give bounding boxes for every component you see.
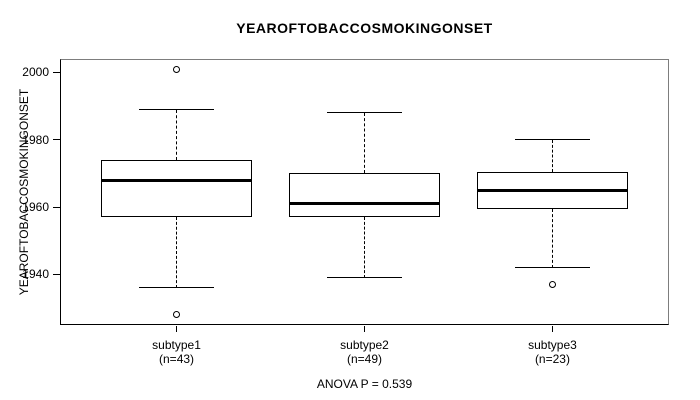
group-label-block: subtype1 (n=43) — [107, 338, 247, 366]
median-line — [289, 202, 440, 206]
y-axis-label: YEAROFTOBACCOSMOKINGONSET — [17, 88, 31, 296]
upper-whisker-cap — [138, 109, 215, 110]
upper-whisker-line — [176, 109, 178, 160]
median-line — [101, 178, 252, 182]
lower-whisker-cap — [326, 277, 403, 279]
lower-whisker-cap — [138, 287, 215, 289]
group-label: subtype1 — [152, 338, 201, 352]
lower-whisker-line — [551, 208, 553, 268]
lower-whisker-line — [176, 217, 178, 288]
upper-whisker-line — [364, 112, 365, 174]
group-label: subtype3 — [528, 338, 577, 352]
lower-whisker-cap — [514, 267, 591, 269]
anova-annotation: ANOVA P = 0.539 — [316, 377, 413, 391]
group-count-label: (n=43) — [159, 351, 195, 366]
y-axis-tick — [53, 273, 60, 275]
x-axis-tick — [176, 326, 178, 332]
group-label-block: subtype2 (n=49) — [295, 338, 435, 366]
chart-title: YEAROFTOBACCOSMOKINGONSET — [236, 20, 493, 36]
median-line — [477, 188, 628, 192]
x-axis-tick — [364, 326, 365, 332]
iqr-box — [289, 173, 440, 218]
group-count-label: (n=49) — [346, 351, 383, 366]
group-label: subtype2 — [340, 338, 389, 352]
y-axis-tick-label: 1940 — [22, 267, 49, 282]
y-axis-tick-label: 1960 — [22, 200, 49, 215]
y-axis-tick — [53, 206, 60, 208]
upper-whisker-cap — [514, 139, 591, 141]
group-count-label: (n=23) — [534, 351, 570, 366]
x-axis-tick — [551, 326, 553, 332]
outlier-point — [173, 65, 181, 73]
outlier-point — [173, 311, 181, 319]
y-axis-tick-label: 2000 — [22, 65, 49, 80]
y-axis-tick-label: 1980 — [22, 132, 49, 147]
y-axis-tick — [53, 139, 60, 141]
outlier-point — [548, 281, 556, 289]
upper-whisker-cap — [326, 112, 403, 114]
group-label-block: subtype3 (n=23) — [482, 338, 622, 366]
upper-whisker-line — [551, 139, 553, 172]
lower-whisker-line — [364, 217, 365, 278]
iqr-box — [101, 160, 252, 218]
y-axis-tick — [53, 71, 60, 73]
